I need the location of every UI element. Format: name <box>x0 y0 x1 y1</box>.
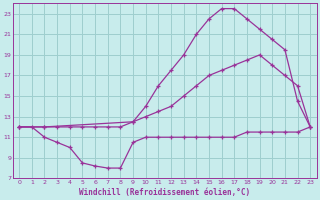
X-axis label: Windchill (Refroidissement éolien,°C): Windchill (Refroidissement éolien,°C) <box>79 188 250 197</box>
